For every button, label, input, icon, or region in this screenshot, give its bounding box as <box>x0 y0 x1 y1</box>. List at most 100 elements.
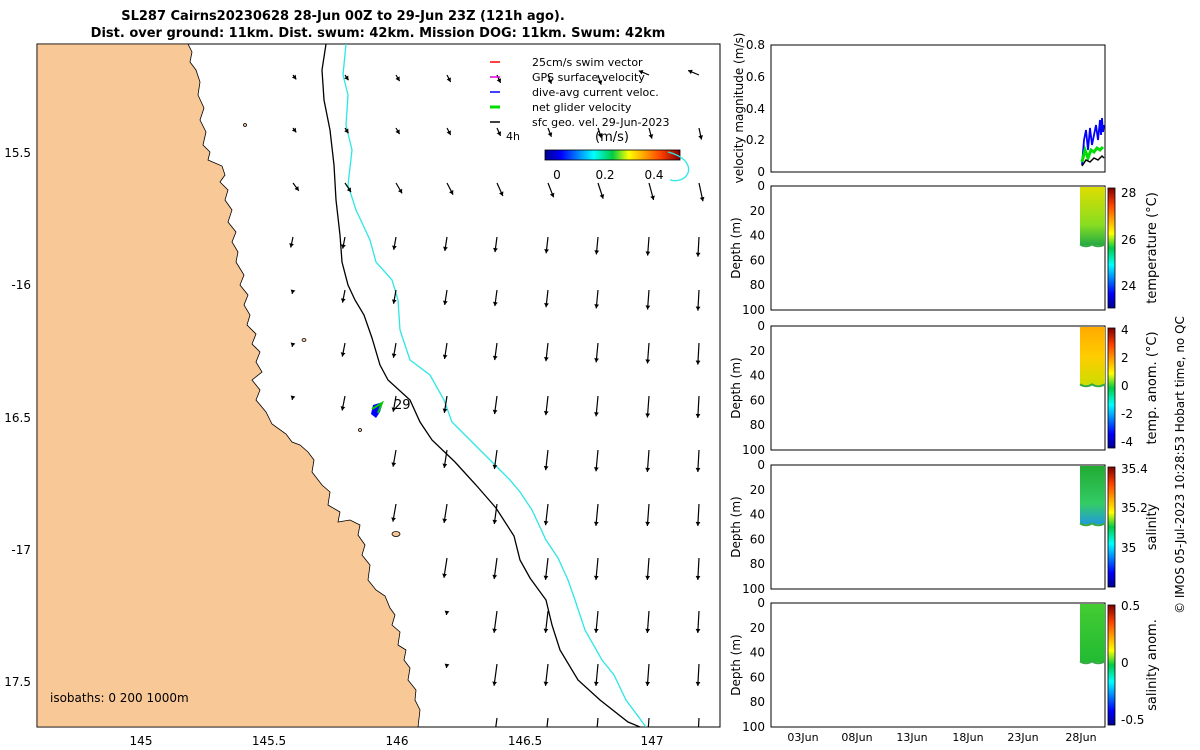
velocity-arrow <box>492 342 498 361</box>
colorbar-unit: (m/s) <box>595 130 629 145</box>
velocity-arrow <box>496 182 504 197</box>
island <box>391 531 401 537</box>
lat-tick: 17.5 <box>4 675 31 689</box>
velocity-arrow <box>544 236 549 254</box>
time-tick: 13Jun <box>896 731 927 744</box>
colorbar-tick: 24 <box>1121 279 1136 293</box>
velocity-arrow <box>444 663 450 669</box>
depth-colorbar: 4 2 0 -2 -4 temp. anom. (°C) <box>1107 323 1160 449</box>
profile-data-block <box>1079 466 1106 527</box>
time-tick: 08Jun <box>841 731 872 744</box>
depth-tick: 20 <box>750 204 765 218</box>
velocity-arrow <box>593 449 599 472</box>
vel-ytick: 0 <box>757 165 765 179</box>
velocity-arrow <box>543 449 549 471</box>
velocity-arrow <box>492 395 498 415</box>
depth-tick: 80 <box>750 278 765 292</box>
time-tick: 03Jun <box>787 731 818 744</box>
velocity-arrow <box>291 74 297 80</box>
depth-tick: 60 <box>750 532 765 546</box>
colorbar-label: temp. anom. (°C) <box>1145 331 1160 444</box>
time-tick: 18Jun <box>952 731 983 744</box>
velocity-arrow <box>395 127 401 135</box>
depth-tick: 40 <box>750 646 765 660</box>
velocity-arrow <box>645 610 651 633</box>
velocity-arrow <box>547 127 553 138</box>
lat-tick: 15.5 <box>4 146 31 160</box>
velocity-arrow <box>496 127 502 137</box>
depth-tick: 0 <box>757 596 765 610</box>
vel-ytick: 0.2 <box>746 133 765 147</box>
velocity-arrow <box>290 342 296 348</box>
depth-tick: 100 <box>742 720 765 734</box>
velocity-arrow <box>492 503 498 525</box>
colorbar-tick: -4 <box>1121 435 1133 449</box>
surface-velocity-field <box>289 69 705 727</box>
title-line-2: Dist. over ground: 11km. Dist. swum: 42k… <box>91 26 666 41</box>
lon-tick: 146.5 <box>508 734 542 748</box>
depth-tick: 40 <box>750 369 765 383</box>
velocity-arrow <box>492 449 498 470</box>
lat-tick: 16.5 <box>4 411 31 425</box>
velocity-arrow <box>289 236 294 248</box>
velocity-arrow <box>391 503 397 522</box>
colorbar-tick: 35.2 <box>1121 501 1148 515</box>
depth-ylabel: Depth (m) <box>729 217 743 278</box>
legend-label: net glider velocity <box>532 101 632 114</box>
depth-tick: 100 <box>742 443 765 457</box>
velocity-arrow <box>695 610 701 634</box>
credit-text: © IMOS 05-Jul-2023 10:28:53 Hobart time,… <box>1173 316 1187 614</box>
velocity-arrow <box>695 395 701 419</box>
velocity-arrow <box>594 342 599 363</box>
depth-colorbar: 28 26 24 temperature (°C) <box>1107 186 1160 309</box>
velocity-arrow <box>446 182 454 195</box>
glider-track <box>371 400 385 418</box>
velocity-arrow <box>340 342 346 357</box>
velocity-arrow <box>340 289 346 303</box>
velocity-arrow <box>446 127 452 136</box>
velocity-arrow <box>543 557 549 580</box>
velocity-arrow <box>593 610 599 633</box>
velocity-arrow <box>695 236 701 257</box>
velocity-arrow <box>645 557 651 580</box>
sfc-geo-velocity-trace <box>1081 154 1105 167</box>
velocity-arrow <box>391 449 397 467</box>
map-legend: 25cm/s swim vector GPS surface velocity di… <box>490 56 669 129</box>
depth-tick: 80 <box>750 695 765 709</box>
depth-tick: 100 <box>742 303 765 317</box>
isobath-200m <box>321 44 641 727</box>
velocity-arrow <box>547 74 553 85</box>
velocity-arrow <box>340 395 346 411</box>
velocity-arrow <box>493 236 498 253</box>
depth-ylabel: Depth (m) <box>729 496 743 557</box>
velocity-arrow <box>597 127 603 138</box>
velocity-arrow <box>638 70 650 76</box>
colorbar-tick-2: 0.4 <box>644 168 663 182</box>
time-tick: 28Jun <box>1065 731 1096 744</box>
velocity-arrow <box>593 503 599 526</box>
depth-ylabel: Depth (m) <box>729 357 743 418</box>
velocity-arrow <box>442 557 448 578</box>
profile-data-block <box>1079 327 1106 388</box>
label-4h: 4h <box>506 130 520 143</box>
isobath-1000m <box>342 44 647 727</box>
depth-tick: 80 <box>750 418 765 432</box>
velocity-arrow <box>544 289 549 308</box>
map-panel: 25cm/s swim vector GPS surface velocity di… <box>4 43 721 748</box>
colorbar-tick: -0.5 <box>1121 713 1144 727</box>
legend-item: 25cm/s swim vector <box>490 56 643 69</box>
velocity-arrow <box>695 449 701 473</box>
depth-tick: 20 <box>750 621 765 635</box>
velocity-arrow <box>290 395 296 401</box>
velocity-arrow <box>597 74 603 85</box>
colorbar-tick: 35 <box>1121 541 1136 555</box>
velocity-arrow <box>392 236 397 250</box>
depth-tick: 0 <box>757 458 765 472</box>
lon-tick: 145.5 <box>252 734 286 748</box>
velocity-arrow <box>695 342 701 365</box>
velocity-arrow <box>443 236 448 252</box>
velocity-arrow <box>543 663 549 686</box>
velocity-arrow <box>442 395 448 413</box>
